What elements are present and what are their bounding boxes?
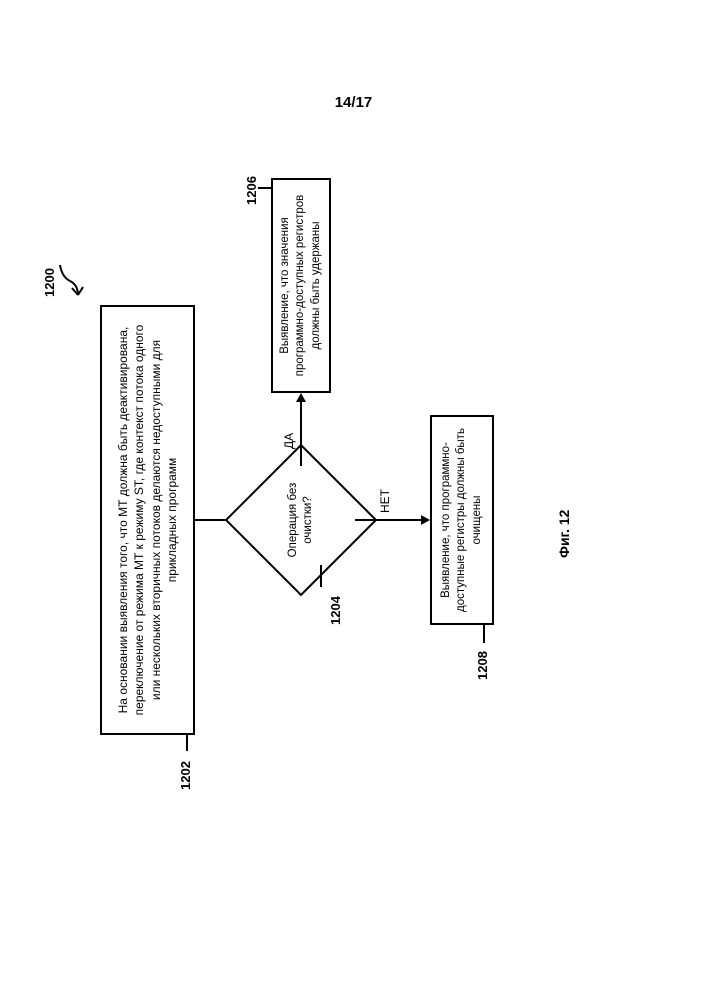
leader-1204: [320, 565, 322, 587]
process-1206: Выявление, что значения программно-досту…: [271, 178, 331, 393]
leader-1202: [186, 735, 188, 751]
edge-label-no: НЕТ: [378, 489, 392, 513]
edge-label-yes: ДА: [282, 433, 296, 449]
arrow-1204-1206: [296, 393, 306, 402]
ref-1200: 1200: [42, 268, 57, 297]
squiggle-icon: [58, 259, 88, 305]
arrow-1204-1208: [421, 515, 430, 525]
process-1202: На основании выявления того, что МТ долж…: [100, 305, 195, 735]
leader-1206: [258, 187, 271, 189]
page: 14/17 1200 На основании выявления того, …: [0, 0, 707, 1000]
decision-1204: Операция без очистки?: [247, 466, 355, 574]
ref-1204: 1204: [328, 596, 343, 625]
process-1208: Выявление, что программно-доступные реги…: [430, 415, 494, 625]
ref-1206: 1206: [244, 176, 259, 205]
ref-1208: 1208: [475, 651, 490, 680]
process-1202-text: На основании выявления того, что МТ долж…: [115, 315, 180, 725]
process-1208-text: Выявление, что программно-доступные реги…: [439, 425, 486, 615]
process-1206-text: Выявление, что значения программно-досту…: [278, 188, 325, 383]
diagram-stage: 1200 На основании выявления того, что МТ…: [0, 145, 707, 905]
page-number: 14/17: [0, 94, 707, 111]
leader-1208: [483, 625, 485, 643]
edge-1204-1208: [355, 519, 423, 521]
figure-caption: Фиг. 12: [556, 510, 572, 558]
diagram-canvas: 1200 На основании выявления того, что МТ…: [0, 145, 707, 905]
ref-1202: 1202: [178, 761, 193, 790]
edge-1204-1206: [300, 400, 302, 466]
